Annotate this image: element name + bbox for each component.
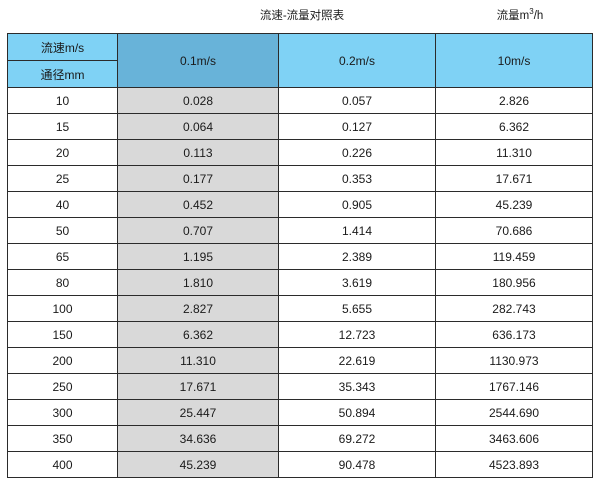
cell-diameter: 50 <box>7 217 118 244</box>
cell-flow-value: 50.894 <box>278 399 436 426</box>
flow-unit-superscript: 3 <box>529 7 534 17</box>
cell-diameter: 65 <box>7 243 118 270</box>
cell-flow-value: 0.127 <box>278 113 436 140</box>
table-row: 15 0.064 0.127 6.362 <box>7 113 593 140</box>
cell-flow-value: 12.723 <box>278 321 436 348</box>
cell-flow-value: 25.447 <box>117 399 279 426</box>
table-row: 80 1.810 3.619 180.956 <box>7 269 593 296</box>
cell-diameter: 80 <box>7 269 118 296</box>
cell-flow-value: 1.414 <box>278 217 436 244</box>
column-header-2: 0.2m/s <box>278 33 436 88</box>
flow-unit-label-text: 流量m <box>496 10 530 22</box>
cell-flow-value: 6.362 <box>435 113 593 140</box>
cell-diameter: 150 <box>7 321 118 348</box>
table-row: 100 2.827 5.655 282.743 <box>7 295 593 322</box>
table-row: 50 0.707 1.414 70.686 <box>7 217 593 244</box>
cell-flow-value: 3463.606 <box>435 425 593 452</box>
cell-diameter: 400 <box>7 451 118 478</box>
cell-diameter: 350 <box>7 425 118 452</box>
table-row: 40 0.452 0.905 45.239 <box>7 191 593 218</box>
table-row: 400 45.239 90.478 4523.893 <box>7 451 593 478</box>
column-header-3: 10m/s <box>435 33 593 88</box>
table-row: 25 0.177 0.353 17.671 <box>7 165 593 192</box>
cell-flow-value: 2.389 <box>278 243 436 270</box>
table-row: 200 11.310 22.619 1130.973 <box>7 347 593 374</box>
cell-flow-value: 17.671 <box>435 165 593 192</box>
flow-velocity-table: 流速m/s 0.1m/s 0.2m/s 10m/s 通径mm 10 0.028 0.057 2.… <box>7 33 593 478</box>
cell-diameter: 10 <box>7 87 118 114</box>
cell-flow-value: 180.956 <box>435 269 593 296</box>
cell-flow-value: 35.343 <box>278 373 436 400</box>
cell-flow-value: 45.239 <box>435 191 593 218</box>
cell-flow-value: 34.636 <box>117 425 279 452</box>
cell-diameter: 100 <box>7 295 118 322</box>
cell-diameter: 300 <box>7 399 118 426</box>
column-header-1: 0.1m/s <box>117 33 279 88</box>
cell-flow-value: 1.195 <box>117 243 279 270</box>
cell-flow-value: 3.619 <box>278 269 436 296</box>
cell-flow-value: 1.810 <box>117 269 279 296</box>
cell-flow-value: 4523.893 <box>435 451 593 478</box>
cell-flow-value: 45.239 <box>117 451 279 478</box>
cell-flow-value: 2544.690 <box>435 399 593 426</box>
cell-flow-value: 70.686 <box>435 217 593 244</box>
cell-flow-value: 0.057 <box>278 87 436 114</box>
cell-diameter: 200 <box>7 347 118 374</box>
cell-flow-value: 0.064 <box>117 113 279 140</box>
cell-flow-value: 282.743 <box>435 295 593 322</box>
cell-flow-value: 636.173 <box>435 321 593 348</box>
cell-diameter: 250 <box>7 373 118 400</box>
cell-flow-value: 0.226 <box>278 139 436 166</box>
cell-flow-value: 5.655 <box>278 295 436 322</box>
cell-flow-value: 0.113 <box>117 139 279 166</box>
table-row: 10 0.028 0.057 2.826 <box>7 87 593 114</box>
cell-flow-value: 2.827 <box>117 295 279 322</box>
cell-flow-value: 2.826 <box>435 87 593 114</box>
cell-flow-value: 0.707 <box>117 217 279 244</box>
cell-diameter: 40 <box>7 191 118 218</box>
cell-diameter: 25 <box>7 165 118 192</box>
cell-flow-value: 0.353 <box>278 165 436 192</box>
flow-velocity-table-wrapper: 流速m/s 0.1m/s 0.2m/s 10m/s 通径mm 10 0.028 0.057 2.… <box>7 33 593 478</box>
cell-flow-value: 22.619 <box>278 347 436 374</box>
cell-flow-value: 90.478 <box>278 451 436 478</box>
cell-flow-value: 69.272 <box>278 425 436 452</box>
table-row: 350 34.636 69.272 3463.606 <box>7 425 593 452</box>
cell-diameter: 20 <box>7 139 118 166</box>
cell-flow-value: 6.362 <box>117 321 279 348</box>
table-row: 300 25.447 50.894 2544.690 <box>7 399 593 426</box>
cell-flow-value: 11.310 <box>435 139 593 166</box>
table-header-row-bottom: 通径mm <box>7 60 593 88</box>
table-row: 150 6.362 12.723 636.173 <box>7 321 593 348</box>
table-row: 250 17.671 35.343 1767.146 <box>7 373 593 400</box>
cell-flow-value: 1130.973 <box>435 347 593 374</box>
cell-flow-value: 17.671 <box>117 373 279 400</box>
cell-flow-value: 0.452 <box>117 191 279 218</box>
table-header-row-top: 流速m/s 0.1m/s 0.2m/s 10m/s <box>7 33 593 88</box>
cell-flow-value: 0.177 <box>117 165 279 192</box>
flow-unit-label-tail: /h <box>533 10 544 22</box>
cell-flow-value: 119.459 <box>435 243 593 270</box>
cell-flow-value: 11.310 <box>117 347 279 374</box>
header-diameter-label: 通径mm <box>7 60 118 88</box>
header-velocity-label: 流速m/s <box>7 33 118 61</box>
cell-flow-value: 0.905 <box>278 191 436 218</box>
chart-title: 流速-流量对照表 <box>259 10 345 22</box>
flow-unit-label: 流量m3/h <box>448 7 592 23</box>
caption-row: 流速-流量对照表 流量m3/h <box>0 0 600 33</box>
cell-flow-value: 1767.146 <box>435 373 593 400</box>
table-row: 65 1.195 2.389 119.459 <box>7 243 593 270</box>
cell-flow-value: 0.028 <box>117 87 279 114</box>
table-row: 20 0.113 0.226 11.310 <box>7 139 593 166</box>
cell-diameter: 15 <box>7 113 118 140</box>
